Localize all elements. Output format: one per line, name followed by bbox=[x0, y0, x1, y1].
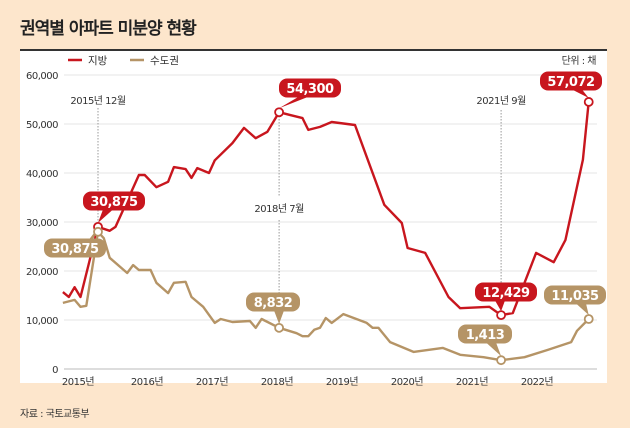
callout-value: 8,832 bbox=[254, 296, 293, 311]
callout-bubble bbox=[475, 282, 537, 302]
callout-value: 54,300 bbox=[286, 82, 334, 97]
callout: 12,429 bbox=[475, 282, 537, 321]
legend-label-local: 지방 bbox=[88, 55, 108, 67]
callouts: 30,875 30,875 54,300 8,832 12,429 1,413 57,072… bbox=[44, 71, 606, 366]
annotation-label: 2018년 7월 bbox=[254, 203, 304, 215]
x-tick-label: 2021년 bbox=[456, 376, 488, 388]
callout: 30,875 bbox=[44, 226, 106, 258]
x-axis: 2015년 2016년 2017년 2018년 2019년 2020년 2021년 2022년 bbox=[62, 376, 554, 388]
legend: 지방 수도권 bbox=[68, 55, 179, 67]
callout-pointer bbox=[572, 89, 589, 98]
highlight-marker bbox=[496, 355, 506, 366]
callout-pointer bbox=[576, 303, 589, 316]
callout-value: 1,413 bbox=[466, 328, 505, 343]
callout-value: 30,875 bbox=[51, 242, 99, 257]
annotation-label: 2015년 12월 bbox=[70, 95, 126, 107]
title-divider bbox=[20, 49, 607, 51]
callout-pointer bbox=[486, 342, 502, 357]
series-lines bbox=[62, 101, 590, 362]
y-tick-label: 0 bbox=[52, 365, 58, 376]
callout-bubble bbox=[458, 324, 512, 344]
capital-series-line bbox=[62, 230, 590, 362]
y-axis: 0 10,000 20,000 30,000 40,000 50,000 60,000 bbox=[26, 71, 59, 376]
y-tick-label: 60,000 bbox=[26, 71, 58, 82]
x-tick-label: 2017년 bbox=[196, 376, 228, 388]
legend-label-capital: 수도권 bbox=[150, 55, 179, 67]
x-tick-label: 2019년 bbox=[326, 376, 358, 388]
callout-pointer bbox=[98, 209, 113, 223]
callout-pointer bbox=[495, 300, 505, 312]
y-tick-label: 10,000 bbox=[26, 316, 58, 327]
callout: 30,875 bbox=[83, 191, 145, 232]
x-tick-label: 2020년 bbox=[391, 376, 423, 388]
callout-bubble bbox=[246, 292, 300, 312]
y-tick-label: 40,000 bbox=[26, 169, 58, 180]
callout-bubble bbox=[83, 191, 145, 211]
x-tick-label: 2016년 bbox=[131, 376, 163, 388]
callout-bubble bbox=[544, 285, 606, 305]
highlight-marker bbox=[274, 107, 285, 118]
highlight-marker bbox=[93, 226, 103, 237]
callout: 1,413 bbox=[458, 324, 512, 366]
callout-value: 12,429 bbox=[482, 286, 530, 301]
callout-bubble bbox=[44, 238, 106, 258]
callout-bubble bbox=[540, 71, 602, 91]
highlight-marker bbox=[583, 314, 594, 324]
y-tick-label: 50,000 bbox=[26, 120, 58, 131]
x-tick-label: 2022년 bbox=[521, 376, 553, 388]
callout-pointer bbox=[279, 96, 309, 109]
source-note: 자료 : 국토교통부 bbox=[20, 409, 90, 420]
highlight-marker bbox=[274, 322, 285, 333]
chart-title: 권역별 아파트 미분양 현황 bbox=[20, 19, 197, 39]
x-tick-label: 2018년 bbox=[261, 376, 293, 388]
callout-pointer bbox=[76, 227, 98, 257]
date-annotations: 2015년 12월 2018년 7월 2021년 9월 bbox=[70, 95, 527, 330]
gridlines bbox=[64, 74, 597, 370]
callout-value: 30,875 bbox=[90, 195, 138, 210]
local-series-line bbox=[62, 101, 590, 317]
callout: 11,035 bbox=[544, 285, 606, 324]
callout: 8,832 bbox=[246, 292, 300, 333]
callout: 54,300 bbox=[274, 78, 341, 118]
annotation-label: 2021년 9월 bbox=[476, 95, 526, 107]
callout-value: 57,072 bbox=[547, 75, 594, 90]
callout: 57,072 bbox=[540, 71, 602, 107]
unit-label: 단위 : 채 bbox=[562, 54, 597, 67]
highlight-marker bbox=[583, 97, 594, 107]
callout-value: 11,035 bbox=[551, 289, 599, 304]
highlight-marker bbox=[496, 310, 506, 321]
x-tick-label: 2015년 bbox=[62, 376, 94, 388]
callout-bubble bbox=[279, 78, 341, 98]
callout-pointer bbox=[274, 310, 284, 324]
y-tick-label: 30,000 bbox=[26, 218, 58, 229]
y-tick-label: 20,000 bbox=[26, 267, 58, 278]
